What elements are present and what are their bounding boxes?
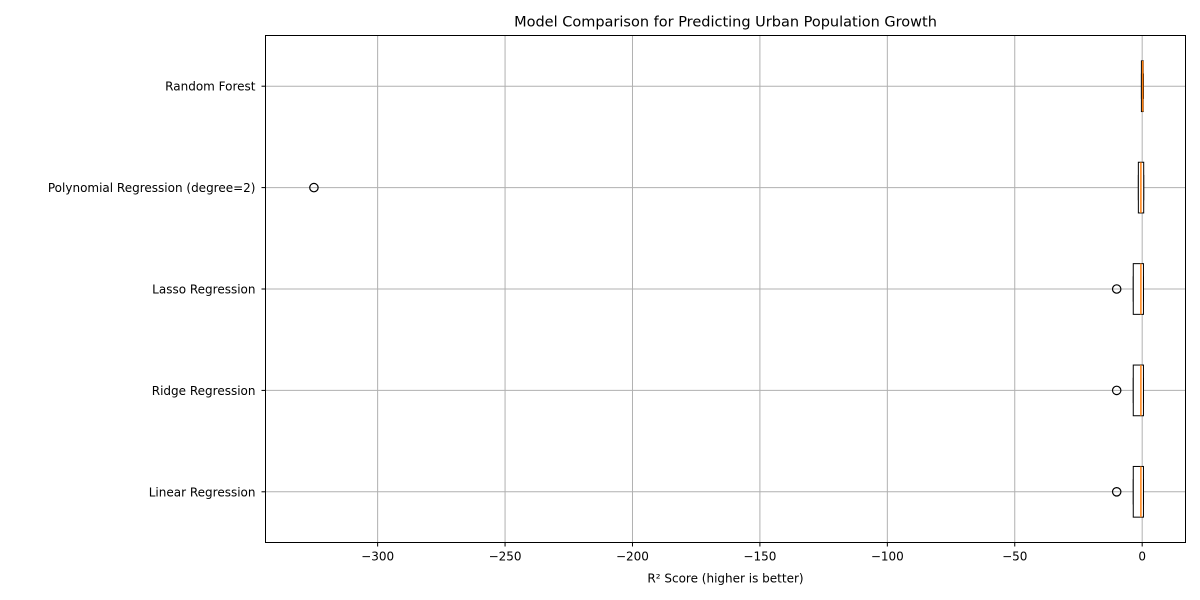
x-axis-label: R² Score (higher is better): [647, 572, 803, 586]
x-tick-label: −50: [1002, 550, 1027, 564]
x-tick-label: −150: [743, 550, 776, 564]
x-tick-label: −100: [871, 550, 904, 564]
box-0: [1111, 465, 1144, 518]
x-tick-label: −250: [489, 550, 522, 564]
x-axis: −300 −250 −200 −150 −100 −50 0: [361, 542, 1146, 564]
box-layer: [309, 60, 1145, 518]
y-axis: Linear Regression Ridge Regression Lasso R…: [48, 80, 266, 499]
outlier-point: [1111, 385, 1122, 396]
outlier-point: [1111, 486, 1122, 497]
box-iqr: [1132, 465, 1144, 518]
outlier-point: [1111, 284, 1122, 294]
x-tick-label: −200: [616, 550, 649, 564]
box-iqr: [1132, 364, 1144, 417]
y-tick-label: Lasso Regression: [152, 283, 255, 297]
y-tick-label: Ridge Regression: [152, 384, 256, 398]
box-1: [1111, 364, 1144, 417]
y-tick-label: Linear Regression: [149, 485, 256, 499]
box-2: [1111, 263, 1144, 315]
outlier-point: [309, 182, 319, 193]
box-4: [1140, 60, 1144, 113]
chart-title: Model Comparison for Predicting Urban Po…: [514, 15, 937, 31]
grid: [265, 35, 1186, 543]
box-iqr: [1132, 263, 1144, 315]
x-tick-label: 0: [1138, 550, 1146, 564]
y-tick-label: Random Forest: [165, 80, 256, 94]
y-tick-label: Polynomial Regression (degree=2): [48, 181, 256, 195]
box-3: [309, 161, 1145, 214]
x-tick-label: −300: [361, 550, 394, 564]
